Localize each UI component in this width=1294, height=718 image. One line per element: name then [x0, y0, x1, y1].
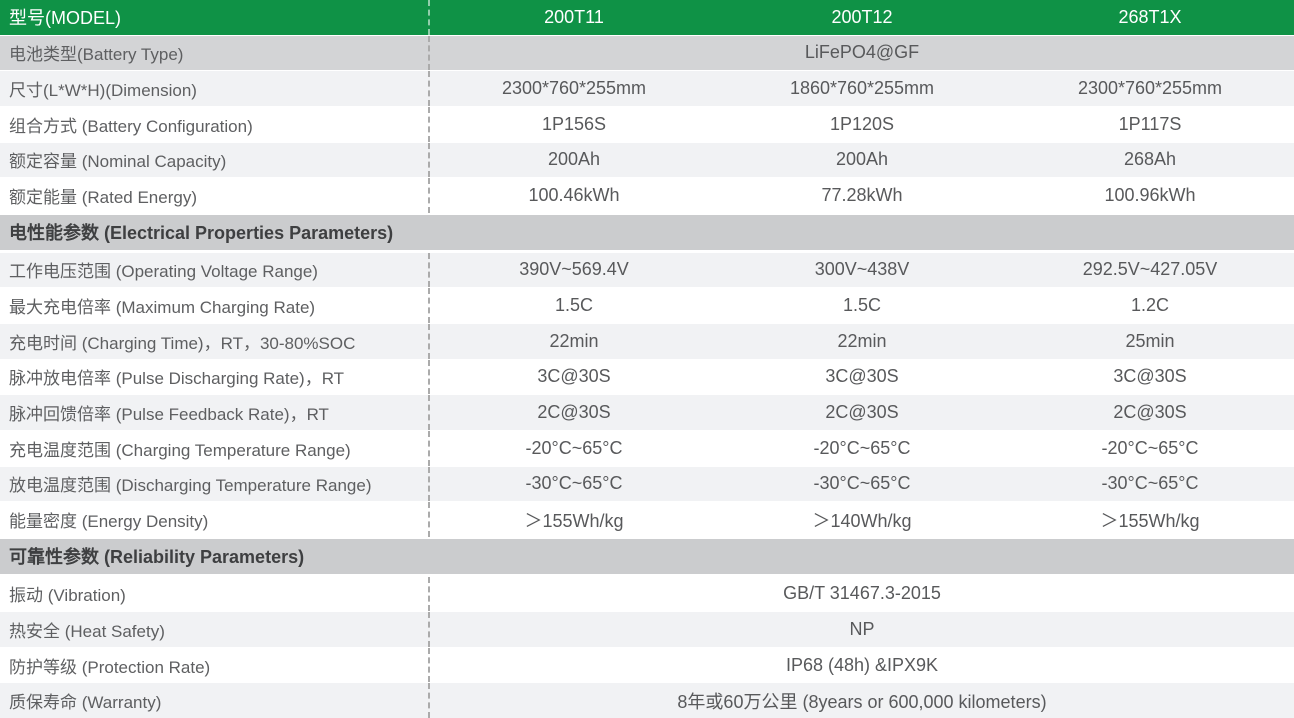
table-row-heat-safety: 热安全 (Heat Safety) NP [0, 611, 1294, 647]
spec-value: 2300*760*255mm [501, 78, 647, 99]
spec-value: 1P117S [1118, 113, 1182, 134]
model-column-header-200t12: 200T12 [831, 6, 893, 27]
row-label: 工作电压范围 (Operating Voltage Range) [0, 252, 430, 288]
spec-value: 1.2C [1130, 295, 1170, 316]
spec-value: 1860*760*255mm [789, 78, 935, 99]
spec-value: -20°C~65°C [813, 437, 911, 458]
spec-value: 390V~569.4V [519, 259, 629, 280]
table-row-voltage-range: 工作电压范围 (Operating Voltage Range) 390V~56… [0, 251, 1294, 288]
table-row-charging-time: 充电时间 (Charging Time)，RT，30-80%SOC 22min … [0, 322, 1294, 359]
section-header-label: 可靠性参数 (Reliability Parameters) [9, 547, 305, 568]
spec-value-merged: NP [849, 618, 875, 639]
row-label: 额定能量 (Rated Energy) [0, 178, 430, 213]
spec-value: 3C@30S [825, 366, 899, 387]
spec-value: 1.5C [842, 295, 882, 316]
section-header-electrical: 电性能参数 (Electrical Properties Parameters) [0, 212, 1294, 252]
spec-value: -20°C~65°C [525, 437, 623, 458]
table-row-charging-temperature: 充电温度范围 (Charging Temperature Range) -20°… [0, 429, 1294, 466]
row-label: 充电温度范围 (Charging Temperature Range) [0, 430, 430, 466]
row-label: 热安全 (Heat Safety) [0, 612, 430, 647]
model-header-label: 型号(MODEL) [0, 0, 430, 35]
row-label: 防护等级 (Protection Rate) [0, 647, 430, 683]
spec-value: 3C@30S [1113, 366, 1187, 387]
table-row-max-charging-rate: 最大充电倍率 (Maximum Charging Rate) 1.5C 1.5C… [0, 287, 1294, 323]
spec-value: -30°C~65°C [525, 473, 623, 494]
section-header-label: 电性能参数 (Electrical Properties Parameters) [9, 223, 394, 244]
spec-value: -30°C~65°C [813, 473, 911, 494]
spec-value: 2C@30S [537, 402, 611, 423]
spec-value: 200Ah [547, 149, 601, 170]
spec-value: 22min [549, 330, 599, 351]
spec-value: 1P120S [829, 113, 895, 134]
table-header-row: 型号(MODEL) 200T11 200T12 268T1X [0, 0, 1294, 35]
row-label: 能量密度 (Energy Density) [0, 502, 430, 537]
spec-value: 300V~438V [814, 259, 910, 280]
table-row-nominal-capacity: 额定容量 (Nominal Capacity) 200Ah 200Ah 268A… [0, 141, 1294, 178]
row-label: 电池类型(Battery Type) [0, 35, 430, 71]
model-header-columns: 200T11 200T12 268T1X [430, 0, 1294, 35]
row-label: 脉冲回馈倍率 (Pulse Feedback Rate)，RT [0, 395, 430, 430]
spec-value-merged: 8年或60万公里 (8years or 600,000 kilometers) [677, 691, 1047, 712]
model-column-header-268t1x: 268T1X [1118, 6, 1182, 27]
spec-value: 1.5C [554, 295, 594, 316]
spec-value: ＞140Wh/kg [812, 510, 912, 531]
row-label: 组合方式 (Battery Configuration) [0, 106, 430, 142]
table-row-dimension: 尺寸(L*W*H)(Dimension) 2300*760*255mm 1860… [0, 70, 1294, 106]
row-label: 额定容量 (Nominal Capacity) [0, 142, 430, 178]
spec-value: 100.46kWh [528, 185, 620, 206]
spec-value: -20°C~65°C [1101, 437, 1199, 458]
row-label: 放电温度范围 (Discharging Temperature Range) [0, 466, 430, 502]
spec-value: 77.28kWh [821, 185, 903, 206]
model-column-header-200t11: 200T11 [544, 6, 604, 27]
spec-value: 292.5V~427.05V [1082, 259, 1218, 280]
spec-value-merged: IP68 (48h) &IPX9K [785, 654, 939, 675]
table-row-protection-rate: 防护等级 (Protection Rate) IP68 (48h) &IPX9K [0, 646, 1294, 683]
spec-value: 268Ah [1123, 149, 1177, 170]
spec-value: 22min [837, 330, 887, 351]
spec-value: ＞155Wh/kg [524, 510, 624, 531]
spec-value-merged: GB/T 31467.3-2015 [783, 583, 941, 604]
section-header-reliability: 可靠性参数 (Reliability Parameters) [0, 536, 1294, 576]
row-label: 尺寸(L*W*H)(Dimension) [0, 71, 430, 106]
spec-value: 200Ah [835, 149, 889, 170]
table-row-warranty: 质保寿命 (Warranty) 8年或60万公里 (8years or 600,… [0, 682, 1294, 718]
spec-value: 2C@30S [825, 402, 899, 423]
table-row-energy-density: 能量密度 (Energy Density) ＞155Wh/kg ＞140Wh/k… [0, 501, 1294, 537]
table-row-discharging-temperature: 放电温度范围 (Discharging Temperature Range) -… [0, 465, 1294, 502]
table-row-battery-type: 电池类型(Battery Type) LiFePO4@GF [0, 34, 1294, 71]
table-row-configuration: 组合方式 (Battery Configuration) 1P156S 1P12… [0, 105, 1294, 142]
table-row-pulse-feedback: 脉冲回馈倍率 (Pulse Feedback Rate)，RT 2C@30S 2… [0, 394, 1294, 430]
spec-value: 100.96kWh [1104, 185, 1196, 206]
table-row-vibration: 振动 (Vibration) GB/T 31467.3-2015 [0, 575, 1294, 612]
row-label: 最大充电倍率 (Maximum Charging Rate) [0, 288, 430, 323]
spec-value-merged: LiFePO4@GF [804, 42, 920, 63]
row-label: 充电时间 (Charging Time)，RT，30-80%SOC [0, 323, 430, 359]
row-label: 脉冲放电倍率 (Pulse Discharging Rate)，RT [0, 359, 430, 395]
spec-value: 2300*760*255mm [1077, 78, 1223, 99]
spec-value: 25min [1125, 330, 1175, 351]
spec-value: 3C@30S [537, 366, 611, 387]
spec-value: 2C@30S [1113, 402, 1187, 423]
row-label: 振动 (Vibration) [0, 576, 430, 612]
spec-value: 1P156S [541, 113, 607, 134]
spec-value: -30°C~65°C [1101, 473, 1199, 494]
spec-value: ＞155Wh/kg [1100, 510, 1200, 531]
row-label: 质保寿命 (Warranty) [0, 683, 430, 718]
table-row-rated-energy: 额定能量 (Rated Energy) 100.46kWh 77.28kWh 1… [0, 177, 1294, 213]
table-row-pulse-discharging: 脉冲放电倍率 (Pulse Discharging Rate)，RT 3C@30… [0, 358, 1294, 395]
